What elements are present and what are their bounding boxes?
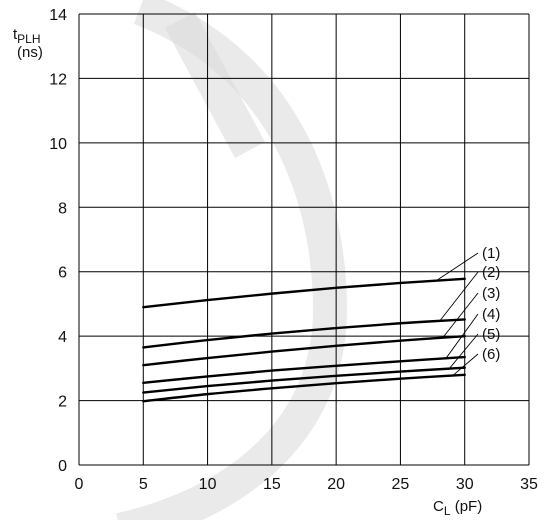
y-tick-label: 2 (58, 394, 67, 411)
series-leader-5 (448, 333, 479, 370)
watermark-arc (116, 0, 348, 520)
series-label-2: (2) (482, 264, 500, 281)
series-line-3 (142, 334, 466, 367)
y-axis-label: tPLH (13, 26, 41, 46)
watermark-stroke (165, 11, 265, 159)
x-tick-label: 25 (392, 476, 410, 493)
series-leader-6 (451, 353, 479, 377)
x-tick-label: 5 (139, 476, 148, 493)
series-label-4: (4) (482, 306, 500, 323)
series-label-1: (1) (482, 245, 500, 262)
y-tick-label: 0 (58, 458, 67, 475)
series-line-5 (142, 366, 466, 394)
y-tick-label: 14 (49, 7, 67, 24)
series-label-6: (6) (482, 346, 500, 363)
x-tick-label: 10 (199, 476, 217, 493)
series-label-3: (3) (482, 285, 500, 302)
y-tick-label: 4 (58, 329, 67, 346)
series-labels: (1) (2) (3) (4) (5) (6) (436, 245, 500, 377)
series-line-1 (142, 277, 466, 309)
y-tick-label: 10 (49, 136, 67, 153)
series-leader-1 (436, 252, 479, 281)
y-axis-unit: (ns) (17, 44, 43, 61)
x-axis-label: CL (pF) (433, 498, 482, 518)
x-tick-label: 35 (520, 476, 538, 493)
series-leader-2 (439, 271, 479, 322)
series-label-5: (5) (482, 326, 500, 343)
series-lines (142, 277, 466, 403)
series-line-6 (142, 373, 466, 403)
y-tick-label: 6 (58, 265, 67, 282)
x-tick-label: 15 (263, 476, 281, 493)
x-axis-ticks: 0 5 10 15 20 25 30 35 (75, 476, 538, 493)
series-leader-3 (442, 292, 479, 339)
series-line-2 (142, 318, 466, 349)
series-line-4 (142, 355, 466, 385)
x-tick-label: 30 (456, 476, 474, 493)
x-tick-label: 0 (75, 476, 84, 493)
x-tick-label: 20 (327, 476, 345, 493)
y-axis-ticks: 0 2 4 6 8 10 12 14 (49, 7, 67, 475)
y-tick-label: 12 (49, 71, 67, 88)
series-leader-4 (445, 313, 479, 359)
y-tick-label: 8 (58, 200, 67, 217)
